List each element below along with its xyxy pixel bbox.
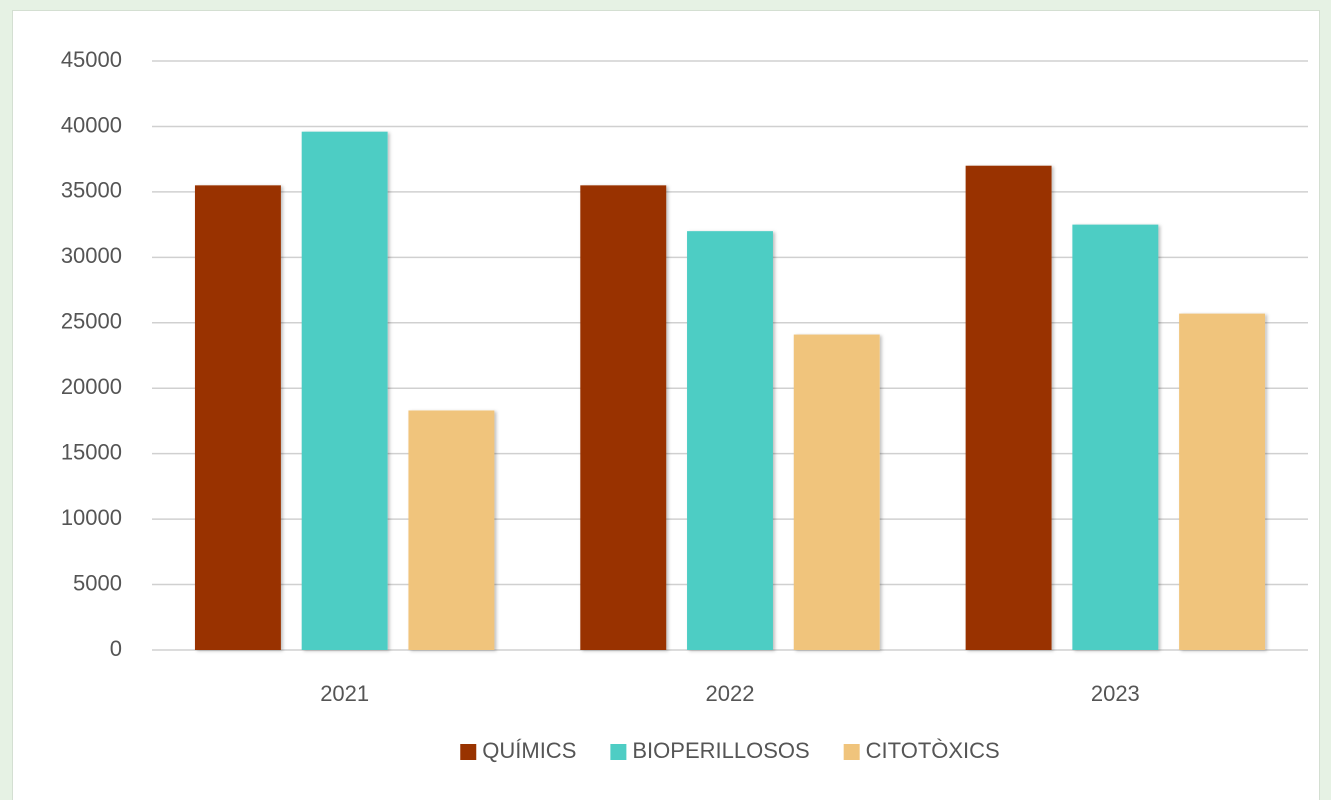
legend-swatch	[460, 744, 477, 760]
legend-swatch	[610, 744, 627, 760]
bar	[194, 185, 281, 650]
y-tick-label: 30000	[61, 243, 122, 268]
bar	[687, 231, 773, 650]
legend-swatch	[843, 744, 860, 760]
legend-label: CITOTÒXICS	[866, 738, 1000, 763]
legend-label: QUÍMICS	[482, 738, 576, 763]
bar	[965, 165, 1052, 650]
y-tick-label: 15000	[61, 439, 122, 464]
bar	[793, 334, 880, 650]
y-tick-label: 10000	[61, 505, 122, 530]
x-tick-label: 2023	[1091, 681, 1140, 706]
bar	[1179, 313, 1266, 650]
y-tick-label: 20000	[61, 374, 122, 399]
y-tick-label: 40000	[61, 112, 122, 137]
x-tick-label: 2021	[320, 681, 369, 706]
y-tick-label: 35000	[61, 178, 122, 203]
bar	[580, 185, 667, 650]
legend-label: BIOPERILLOSOS	[632, 738, 809, 763]
bar	[301, 131, 388, 650]
x-tick-label: 2022	[706, 681, 755, 706]
y-tick-label: 5000	[73, 570, 122, 595]
y-tick-label: 0	[110, 636, 122, 661]
y-tick-label: 25000	[61, 309, 122, 334]
bar	[408, 410, 495, 650]
bar	[1072, 224, 1159, 650]
y-tick-label: 45000	[61, 47, 122, 72]
